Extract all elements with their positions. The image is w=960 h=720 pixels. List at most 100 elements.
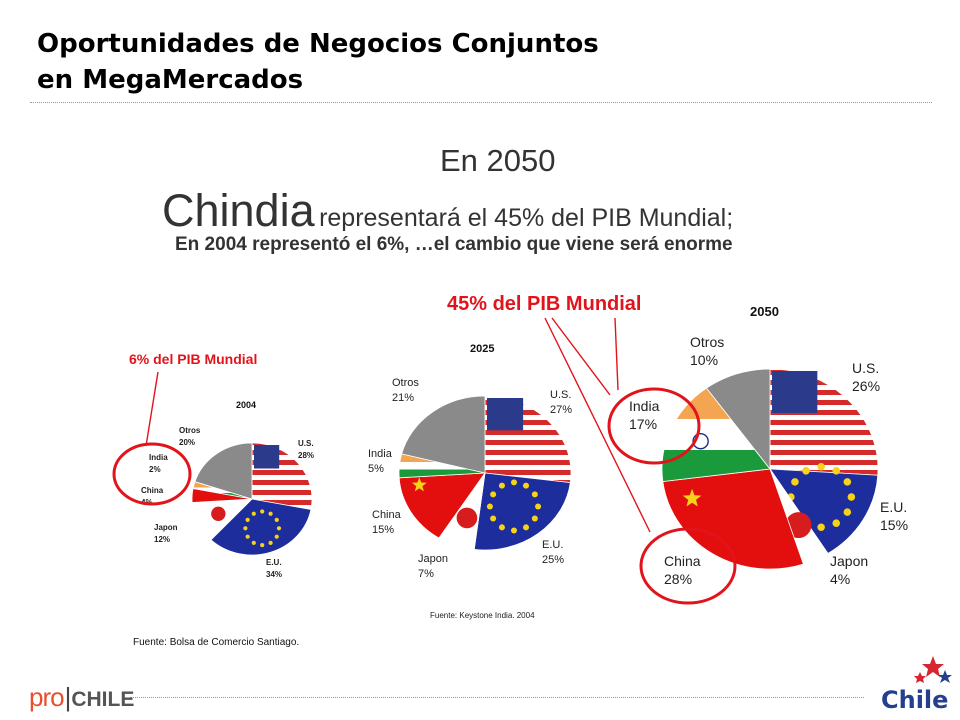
eu-star-icon xyxy=(817,523,825,532)
headline-year: En 2050 xyxy=(440,143,556,178)
eu-star-icon xyxy=(531,491,538,498)
pie-slice-otros xyxy=(401,395,486,474)
slice-label-name: Otros xyxy=(392,377,419,389)
eu-star-icon xyxy=(260,542,265,548)
slice-label-value: 34% xyxy=(266,570,282,579)
eu-star-icon xyxy=(498,524,505,531)
slice-label-name: Otros xyxy=(179,426,201,435)
slice-label-name: China xyxy=(372,509,402,521)
india-chakra-icon xyxy=(692,432,709,450)
eu-star-icon xyxy=(523,482,530,489)
eu-star-icon xyxy=(510,527,518,534)
eu-star-icon xyxy=(510,479,518,486)
slice-label-value: 25% xyxy=(542,554,564,566)
chile-brand-logo: Chile xyxy=(873,650,959,720)
chart-source: Fuente: Keystone India. 2004 xyxy=(430,611,535,620)
headline-sub: En 2004 representó el 6%, …el cambio que… xyxy=(175,234,733,255)
slice-label-value: 15% xyxy=(880,517,908,533)
slice-label-value: 7% xyxy=(418,568,434,580)
china-star-icon xyxy=(682,488,702,507)
pie-slice-china xyxy=(662,468,804,570)
slice-label-value: 10% xyxy=(690,352,718,368)
eu-star-icon xyxy=(245,517,250,522)
slice-label-value: 20% xyxy=(179,438,195,447)
pie-slice-otros xyxy=(705,368,771,471)
pie-chart-2004: U.S.28%E.U.34%Japon12%China4%India2%Otro… xyxy=(112,351,314,579)
slice-label-name: China xyxy=(664,553,701,569)
callout-pointer-line xyxy=(544,317,651,533)
highlight-circle-china xyxy=(639,527,737,605)
eu-star-icon xyxy=(523,524,530,531)
slice-label-name: E.U. xyxy=(880,499,907,515)
eu-star-icon xyxy=(490,515,497,522)
headline-chindia: Chindia xyxy=(162,185,315,236)
page-title: Oportunidades de Negocios Conjuntos en M… xyxy=(37,26,599,98)
logo-bar: | xyxy=(64,682,72,712)
japan-sun-icon xyxy=(456,507,478,529)
page-title-line2: en MegaMercados xyxy=(37,65,304,95)
us-canton xyxy=(772,371,818,413)
pie-slice-eu xyxy=(769,468,879,554)
chart-year-title: 2004 xyxy=(236,400,256,410)
eu-star-icon xyxy=(791,478,799,486)
slice-label-name: China xyxy=(141,486,164,495)
pie-slice-otros xyxy=(194,442,253,500)
slice-label-name: U.S. xyxy=(298,439,314,448)
slice-label-value: 12% xyxy=(154,535,170,544)
chile-logo-text: Chile xyxy=(881,686,948,714)
eu-star-icon xyxy=(490,491,497,498)
logo-chile-text: CHILE xyxy=(71,688,135,711)
pie-chart-2050: U.S. 26% E.U. 15% Japon 4% China 28% India 17% Otr… xyxy=(447,293,908,605)
slice-label-name: India xyxy=(149,453,168,462)
highlight-circle-india xyxy=(607,387,701,465)
eu-star-icon xyxy=(531,515,538,522)
star-icon xyxy=(922,656,944,677)
eu-star-icon xyxy=(847,493,856,501)
callout-pointer-line xyxy=(145,371,159,447)
pie-slice-eu xyxy=(473,472,571,551)
pie-chart-2025: U.S. 27% E.U. 25% Japon 7% China 15% India 5% Otro… xyxy=(368,343,572,620)
eu-star-icon xyxy=(498,482,505,489)
callout-pointer-line xyxy=(551,317,611,396)
chart-source-note: Fuente: Bolsa de Comercio Santiago. xyxy=(133,637,300,648)
eu-star-icon xyxy=(251,540,256,545)
prochile-logo: pro|CHILE xyxy=(29,682,134,713)
eu-star-icon xyxy=(243,526,248,531)
slice-label-name: Japon xyxy=(830,553,868,569)
star-icon xyxy=(914,672,926,683)
slice-label-value: 26% xyxy=(852,378,880,394)
eu-star-icon xyxy=(843,508,852,516)
slice-label-value: 4% xyxy=(830,571,850,587)
slice-label-name: E.U. xyxy=(266,558,282,567)
eu-star-icon xyxy=(245,534,250,539)
slice-label-name: U.S. xyxy=(550,389,571,401)
slice-label-value: 27% xyxy=(550,404,572,416)
eu-star-icon xyxy=(802,467,810,475)
pie-slice-eu xyxy=(210,498,312,556)
slice-label-name: India xyxy=(629,398,660,414)
eu-star-icon xyxy=(535,503,542,510)
us-canton xyxy=(487,398,524,431)
eu-star-icon xyxy=(268,540,273,545)
header-divider xyxy=(30,102,932,103)
footer-divider xyxy=(130,697,864,698)
headline-rest: representará el 45% del PIB Mundial; xyxy=(319,204,734,232)
highlight-circle-india xyxy=(112,442,192,506)
eu-star-icon xyxy=(274,517,279,522)
slice-label-name: India xyxy=(368,448,393,460)
star-icon xyxy=(938,670,952,683)
eu-star-icon xyxy=(832,519,841,527)
slice-label-value: 2% xyxy=(149,465,161,474)
slice-label-value: 21% xyxy=(392,392,414,404)
pie-slice-india xyxy=(661,387,771,482)
slice-label-name: E.U. xyxy=(542,539,563,551)
eu-star-icon xyxy=(260,509,265,514)
callout-pointer-line xyxy=(614,317,619,391)
slice-label-value: 15% xyxy=(372,524,394,536)
chart-year-title: 2050 xyxy=(750,304,779,319)
slice-label-value: 17% xyxy=(629,416,657,432)
eu-star-icon xyxy=(268,511,273,516)
eu-star-icon xyxy=(486,503,493,510)
slice-label-value: 28% xyxy=(298,451,314,460)
